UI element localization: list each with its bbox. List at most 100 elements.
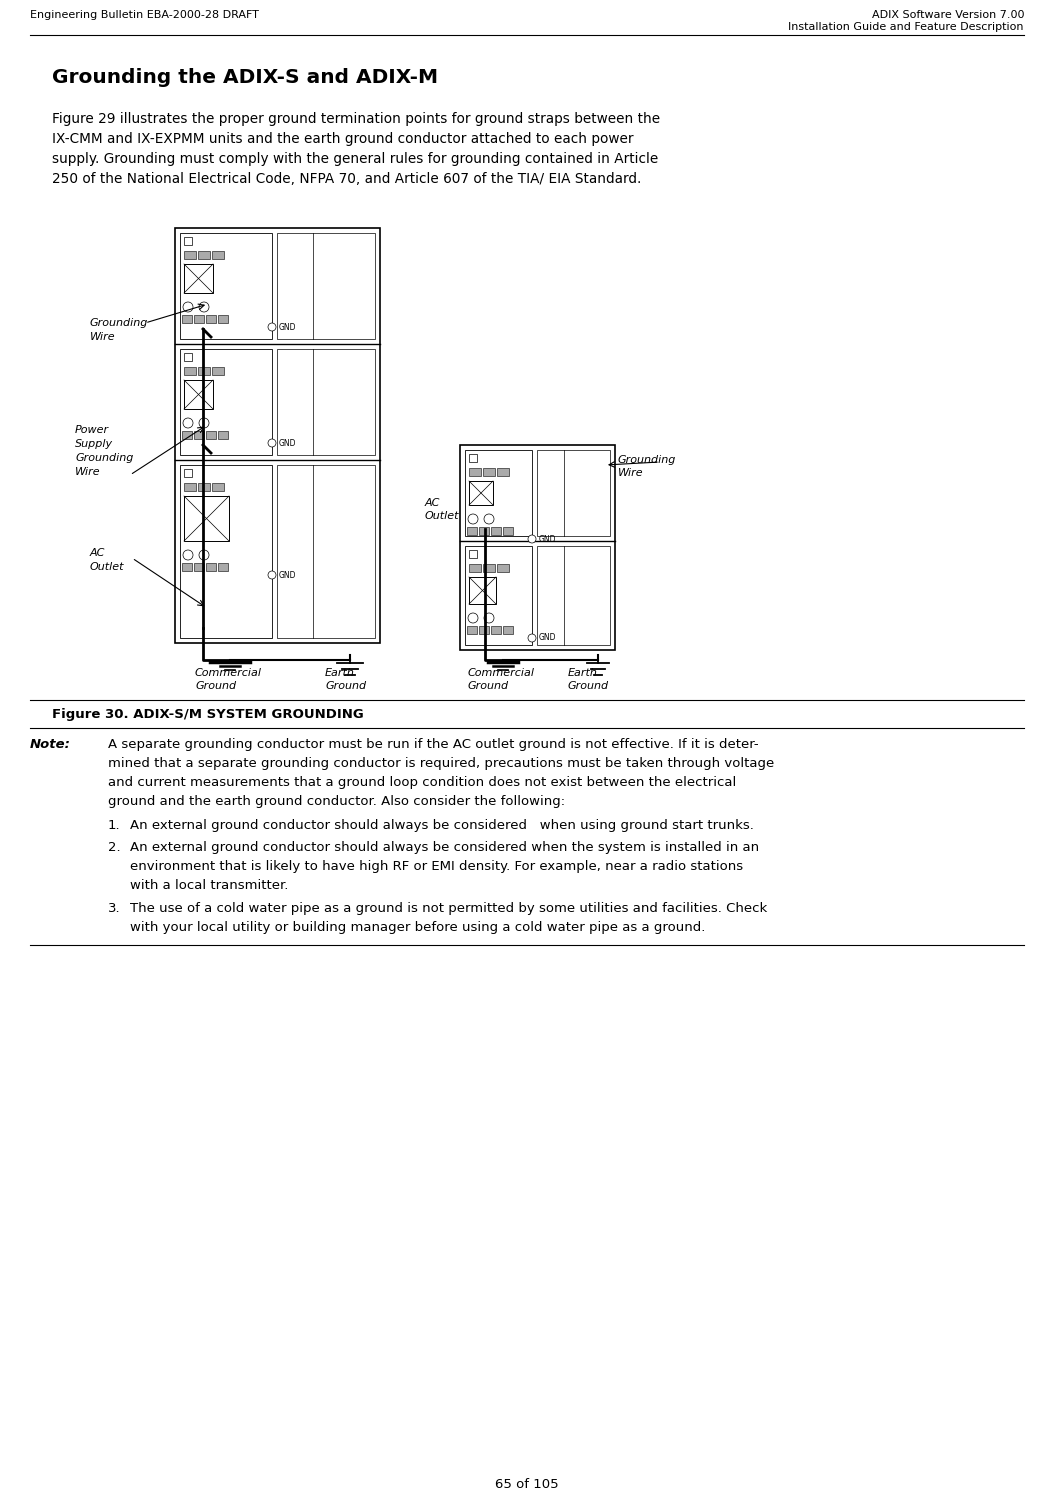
Bar [212, 368, 225, 375]
Bar [194, 563, 204, 570]
Text: AC: AC [425, 498, 441, 507]
Bar [212, 251, 225, 260]
Text: Ground: Ground [195, 681, 236, 690]
Bar [469, 576, 496, 603]
Text: Figure 29 illustrates the proper ground termination points for ground straps bet: Figure 29 illustrates the proper ground … [52, 113, 660, 126]
Text: environment that is likely to have high RF or EMI density. For example, near a r: environment that is likely to have high … [130, 860, 743, 874]
Bar [479, 527, 489, 534]
Bar [467, 626, 477, 633]
Text: 1.: 1. [108, 820, 120, 832]
Text: Grounding the ADIX-S and ADIX-M: Grounding the ADIX-S and ADIX-M [52, 68, 438, 87]
Bar [497, 468, 509, 476]
Circle shape [268, 570, 276, 579]
Bar [182, 315, 192, 323]
Text: Supply: Supply [75, 438, 113, 449]
Circle shape [268, 323, 276, 332]
Circle shape [528, 633, 536, 642]
Bar [198, 251, 210, 260]
Text: 65 of 105: 65 of 105 [495, 1478, 559, 1490]
Text: IX-CMM and IX-EXPMM units and the earth ground conductor attached to each power: IX-CMM and IX-EXPMM units and the earth … [52, 132, 633, 146]
Text: Outlet: Outlet [425, 510, 460, 521]
Bar [483, 468, 495, 476]
Circle shape [183, 549, 193, 560]
Bar [212, 483, 225, 491]
Circle shape [468, 513, 479, 524]
Text: 3.: 3. [108, 902, 120, 916]
Circle shape [199, 549, 209, 560]
Bar [218, 315, 228, 323]
Bar [184, 468, 192, 477]
Bar [469, 564, 481, 572]
Circle shape [484, 513, 494, 524]
Bar [460, 444, 614, 650]
Text: Note:: Note: [30, 738, 71, 750]
Text: AC: AC [90, 548, 105, 558]
Bar [198, 483, 210, 491]
Bar [469, 468, 481, 476]
Bar [503, 626, 513, 633]
Bar [194, 431, 204, 438]
Bar [491, 626, 501, 633]
Text: mined that a separate grounding conductor is required, precautions must be taken: mined that a separate grounding conducto… [108, 757, 775, 770]
Circle shape [199, 302, 209, 312]
Text: GND: GND [279, 438, 296, 447]
Bar [536, 450, 610, 536]
Bar [184, 495, 229, 540]
Text: GND: GND [279, 570, 296, 579]
Text: Commercial: Commercial [195, 668, 262, 678]
Text: Figure 30. ADIX-S/M SYSTEM GROUNDING: Figure 30. ADIX-S/M SYSTEM GROUNDING [52, 708, 364, 720]
Circle shape [528, 534, 536, 543]
Text: and current measurements that a ground loop condition does not exist between the: and current measurements that a ground l… [108, 776, 737, 790]
Bar [184, 251, 196, 260]
Text: Earth: Earth [568, 668, 598, 678]
Bar [491, 527, 501, 534]
Bar [277, 350, 375, 455]
Bar [277, 465, 375, 638]
Bar [277, 233, 375, 339]
Bar [206, 315, 216, 323]
Bar [175, 228, 380, 642]
Bar [184, 264, 213, 293]
Bar [503, 527, 513, 534]
Bar [180, 465, 272, 638]
Text: Installation Guide and Feature Description: Installation Guide and Feature Descripti… [788, 23, 1024, 32]
Bar [180, 350, 272, 455]
Bar [194, 315, 204, 323]
Text: An external ground conductor should always be considered   when using ground sta: An external ground conductor should alwa… [130, 820, 754, 832]
Bar [479, 626, 489, 633]
Bar [180, 233, 272, 339]
Text: ADIX Software Version 7.00: ADIX Software Version 7.00 [872, 11, 1024, 20]
Text: Wire: Wire [75, 467, 100, 477]
Bar [206, 563, 216, 570]
Text: Commercial: Commercial [468, 668, 535, 678]
Bar [497, 564, 509, 572]
Text: GND: GND [539, 534, 557, 543]
Text: Earth: Earth [325, 668, 355, 678]
Bar [469, 549, 477, 558]
Text: Wire: Wire [90, 332, 116, 342]
Bar [182, 563, 192, 570]
Bar [465, 546, 532, 645]
Text: Engineering Bulletin EBA-2000-28 DRAFT: Engineering Bulletin EBA-2000-28 DRAFT [30, 11, 259, 20]
Circle shape [268, 438, 276, 447]
Bar [206, 431, 216, 438]
Text: The use of a cold water pipe as a ground is not permitted by some utilities and : The use of a cold water pipe as a ground… [130, 902, 767, 916]
Text: Grounding: Grounding [75, 453, 134, 462]
Text: Grounding: Grounding [90, 318, 149, 329]
Bar [184, 483, 196, 491]
Circle shape [183, 302, 193, 312]
Text: GND: GND [539, 633, 557, 642]
Text: with a local transmitter.: with a local transmitter. [130, 880, 289, 892]
Text: supply. Grounding must comply with the general rules for grounding contained in : supply. Grounding must comply with the g… [52, 152, 659, 167]
Text: An external ground conductor should always be considered when the system is inst: An external ground conductor should alwa… [130, 841, 759, 854]
Bar [218, 563, 228, 570]
Text: Ground: Ground [325, 681, 366, 690]
Text: Wire: Wire [618, 468, 644, 477]
Bar [465, 450, 532, 536]
Bar [467, 527, 477, 534]
Text: Ground: Ground [468, 681, 509, 690]
Circle shape [484, 612, 494, 623]
Text: with your local utility or building manager before using a cold water pipe as a : with your local utility or building mana… [130, 922, 705, 934]
Text: Grounding: Grounding [618, 455, 677, 465]
Bar [218, 431, 228, 438]
